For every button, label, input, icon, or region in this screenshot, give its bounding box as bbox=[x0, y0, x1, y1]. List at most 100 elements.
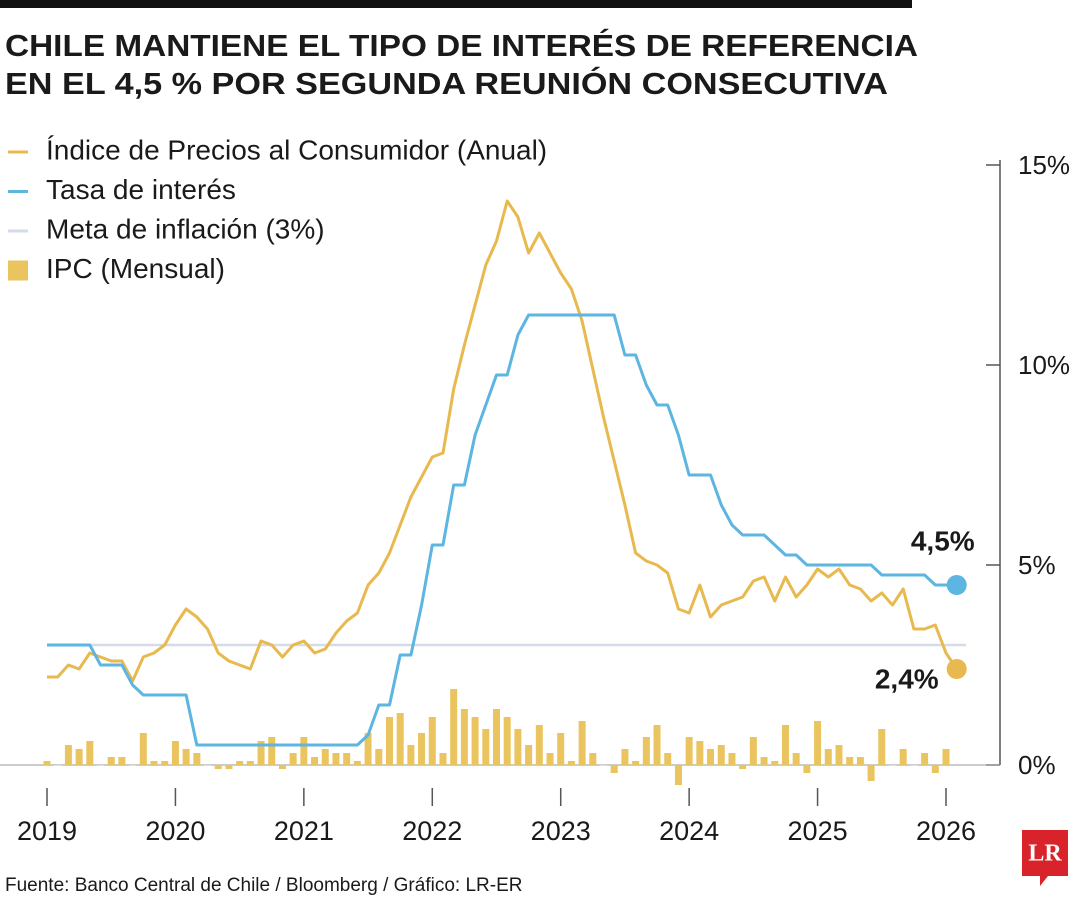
bar bbox=[846, 757, 854, 765]
bar bbox=[888, 765, 896, 766]
bar bbox=[814, 721, 822, 765]
bar bbox=[696, 741, 704, 765]
legend-label: Meta de inflación (3%) bbox=[46, 213, 325, 244]
bar bbox=[418, 733, 426, 765]
bar bbox=[182, 749, 190, 765]
bar bbox=[278, 765, 286, 769]
x-tick-label: 2022 bbox=[402, 816, 462, 846]
bar bbox=[557, 733, 565, 765]
bar bbox=[268, 737, 276, 765]
value-label: 2,4% bbox=[875, 663, 939, 694]
legend-swatch bbox=[8, 260, 28, 281]
bar bbox=[664, 753, 672, 765]
bar bbox=[642, 737, 650, 765]
bar bbox=[236, 761, 244, 765]
bar bbox=[161, 761, 169, 765]
bar bbox=[760, 757, 768, 765]
y-tick-label: 5% bbox=[1018, 550, 1056, 580]
bar bbox=[921, 753, 929, 765]
bar bbox=[578, 721, 586, 765]
top-bar bbox=[0, 0, 912, 8]
bar bbox=[482, 729, 490, 765]
bar bbox=[493, 709, 500, 765]
bar bbox=[503, 717, 511, 765]
bar bbox=[353, 761, 361, 765]
source: Fuente: Banco Central de Chile / Bloombe… bbox=[5, 875, 522, 896]
bar bbox=[610, 765, 618, 773]
bar bbox=[214, 765, 222, 769]
bar bbox=[867, 765, 875, 781]
x-tick-label: 2024 bbox=[659, 816, 719, 846]
bar bbox=[771, 761, 779, 765]
bar bbox=[139, 733, 147, 765]
bar bbox=[621, 749, 629, 765]
bar bbox=[471, 717, 479, 765]
bar bbox=[407, 745, 415, 765]
line bbox=[47, 199, 958, 683]
bar bbox=[311, 757, 319, 765]
bar bbox=[739, 765, 747, 769]
bar bbox=[856, 757, 864, 765]
logo-tail bbox=[1040, 876, 1048, 886]
bar bbox=[717, 745, 725, 765]
bar bbox=[899, 749, 907, 765]
x-tick-label: 2021 bbox=[274, 816, 334, 846]
bar bbox=[43, 761, 51, 765]
bar bbox=[942, 749, 950, 765]
bar bbox=[878, 729, 886, 765]
bar bbox=[674, 765, 682, 785]
bar bbox=[204, 765, 212, 766]
bar bbox=[749, 737, 757, 765]
bar bbox=[632, 761, 640, 765]
bar bbox=[64, 745, 72, 765]
y-tick-label: 10% bbox=[1018, 350, 1070, 380]
bar bbox=[375, 749, 383, 765]
bar bbox=[428, 717, 436, 765]
bar bbox=[792, 753, 800, 765]
bar bbox=[685, 737, 693, 765]
bar bbox=[396, 713, 404, 765]
bar bbox=[193, 753, 201, 765]
bar bbox=[931, 765, 939, 773]
bar bbox=[54, 765, 62, 766]
bar bbox=[257, 741, 265, 765]
bar bbox=[385, 717, 393, 765]
bar bbox=[525, 745, 533, 765]
bar bbox=[129, 765, 137, 766]
bar bbox=[97, 765, 105, 766]
bar bbox=[653, 725, 661, 765]
bar bbox=[803, 765, 811, 773]
logo-text: LR bbox=[1028, 841, 1062, 867]
legend-label: IPC (Mensual) bbox=[46, 253, 225, 284]
legend-label: Índice de Precios al Consumidor (Anual) bbox=[46, 134, 547, 165]
bar bbox=[321, 749, 329, 765]
end-point bbox=[946, 575, 967, 595]
x-tick-label: 2023 bbox=[531, 816, 591, 846]
value-label: 4,5% bbox=[911, 525, 975, 556]
bar bbox=[364, 733, 372, 765]
bar bbox=[289, 753, 297, 765]
bar bbox=[824, 749, 832, 765]
bar bbox=[910, 765, 918, 766]
chart-title: EN EL 4,5 % POR SEGUNDA REUNIÓN CONSECUT… bbox=[5, 65, 888, 101]
y-tick-label: 0% bbox=[1018, 750, 1056, 780]
bar bbox=[343, 753, 351, 765]
bar bbox=[600, 765, 608, 766]
bar bbox=[75, 749, 83, 765]
end-point bbox=[946, 659, 967, 679]
y-tick-label: 15% bbox=[1018, 150, 1070, 180]
logo-box bbox=[1022, 830, 1068, 876]
bar bbox=[118, 757, 126, 765]
bar bbox=[246, 761, 254, 765]
bar bbox=[835, 745, 843, 765]
bar bbox=[150, 761, 158, 765]
bar bbox=[546, 753, 554, 765]
bar bbox=[460, 709, 468, 765]
bar bbox=[450, 689, 458, 765]
bar bbox=[86, 741, 94, 765]
bar bbox=[728, 753, 736, 765]
bar bbox=[535, 725, 543, 765]
legend-label: Tasa de interés bbox=[46, 174, 236, 205]
